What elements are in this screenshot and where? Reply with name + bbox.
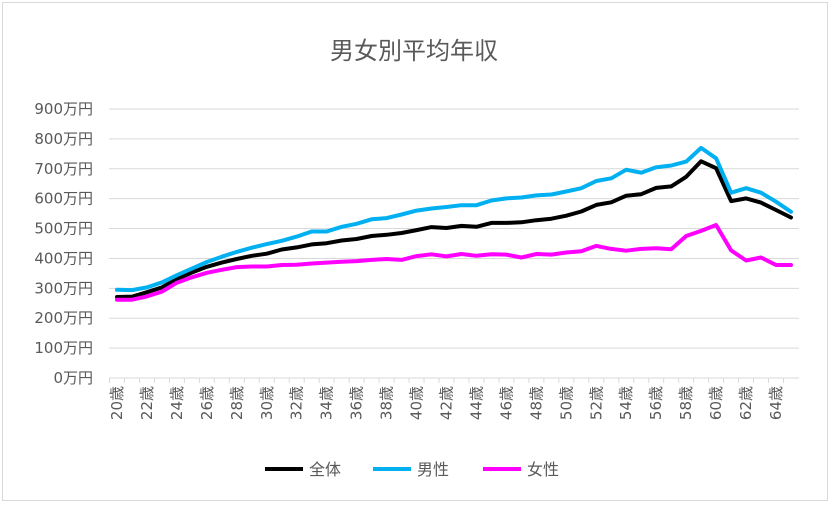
x-tick-label: 44歳 (467, 386, 485, 420)
chart-title: 男女別平均年収 (330, 37, 498, 65)
legend-label-0: 全体 (309, 460, 341, 479)
series-line-0 (115, 159, 793, 299)
y-tick-label: 400万円 (34, 249, 93, 267)
x-tick-label: 54歳 (617, 386, 635, 420)
axes (109, 377, 799, 383)
y-tick-label: 200万円 (34, 309, 93, 327)
x-tick-label: 22歳 (138, 386, 156, 420)
x-tick-label: 28歳 (228, 386, 246, 420)
x-tick-label: 56歳 (647, 386, 665, 420)
y-tick-label: 300万円 (34, 279, 93, 297)
x-tick-label: 40歳 (408, 386, 426, 420)
x-tick-label: 64歳 (767, 386, 785, 420)
x-tick-label: 62歳 (737, 386, 755, 420)
series-line-2 (115, 223, 793, 302)
x-axis-ticks: 20歳 22歳 24歳 26歳 28歳 30歳 32歳 34歳 36歳 38歳 40歳 42歳 44歳 4… (108, 386, 785, 420)
x-tick-label: 32歳 (288, 386, 306, 420)
x-tick-label: 20歳 (108, 386, 126, 420)
y-tick-label: 700万円 (34, 160, 93, 178)
x-tick-label: 46歳 (497, 386, 515, 420)
y-tick-label: 600万円 (34, 190, 93, 208)
x-tick-label: 42歳 (438, 386, 456, 420)
x-tick-label: 60歳 (707, 386, 725, 420)
y-tick-label: 0万円 (53, 369, 93, 387)
x-tick-label: 30歳 (258, 386, 276, 420)
x-tick-label: 36歳 (348, 386, 366, 420)
series-lines (115, 145, 793, 302)
x-tick-label: 52歳 (587, 386, 605, 420)
series-line-1 (115, 145, 793, 293)
line-chart: 男女別平均年収 0万円 100万円 200万円 300万円 400万円 500万円 600万… (34, 37, 799, 479)
legend-label-1: 男性 (417, 460, 449, 479)
x-tick-label: 58歳 (677, 386, 695, 420)
x-tick-label: 26歳 (198, 386, 216, 420)
x-tick-label: 50歳 (557, 386, 575, 420)
y-tick-label: 500万円 (34, 220, 93, 238)
y-tick-label: 100万円 (34, 339, 93, 357)
legend: 全体 男性 女性 (265, 460, 559, 479)
y-tick-label: 900万円 (34, 100, 93, 118)
x-tick-label: 24歳 (168, 386, 186, 420)
y-axis-ticks: 0万円 100万円 200万円 300万円 400万円 500万円 600万円 700万円 80… (34, 100, 93, 387)
y-tick-label: 800万円 (34, 130, 93, 148)
x-tick-label: 48歳 (527, 386, 545, 420)
legend-label-2: 女性 (527, 460, 559, 479)
x-tick-label: 38歳 (378, 386, 396, 420)
x-tick-label: 34歳 (318, 386, 336, 420)
